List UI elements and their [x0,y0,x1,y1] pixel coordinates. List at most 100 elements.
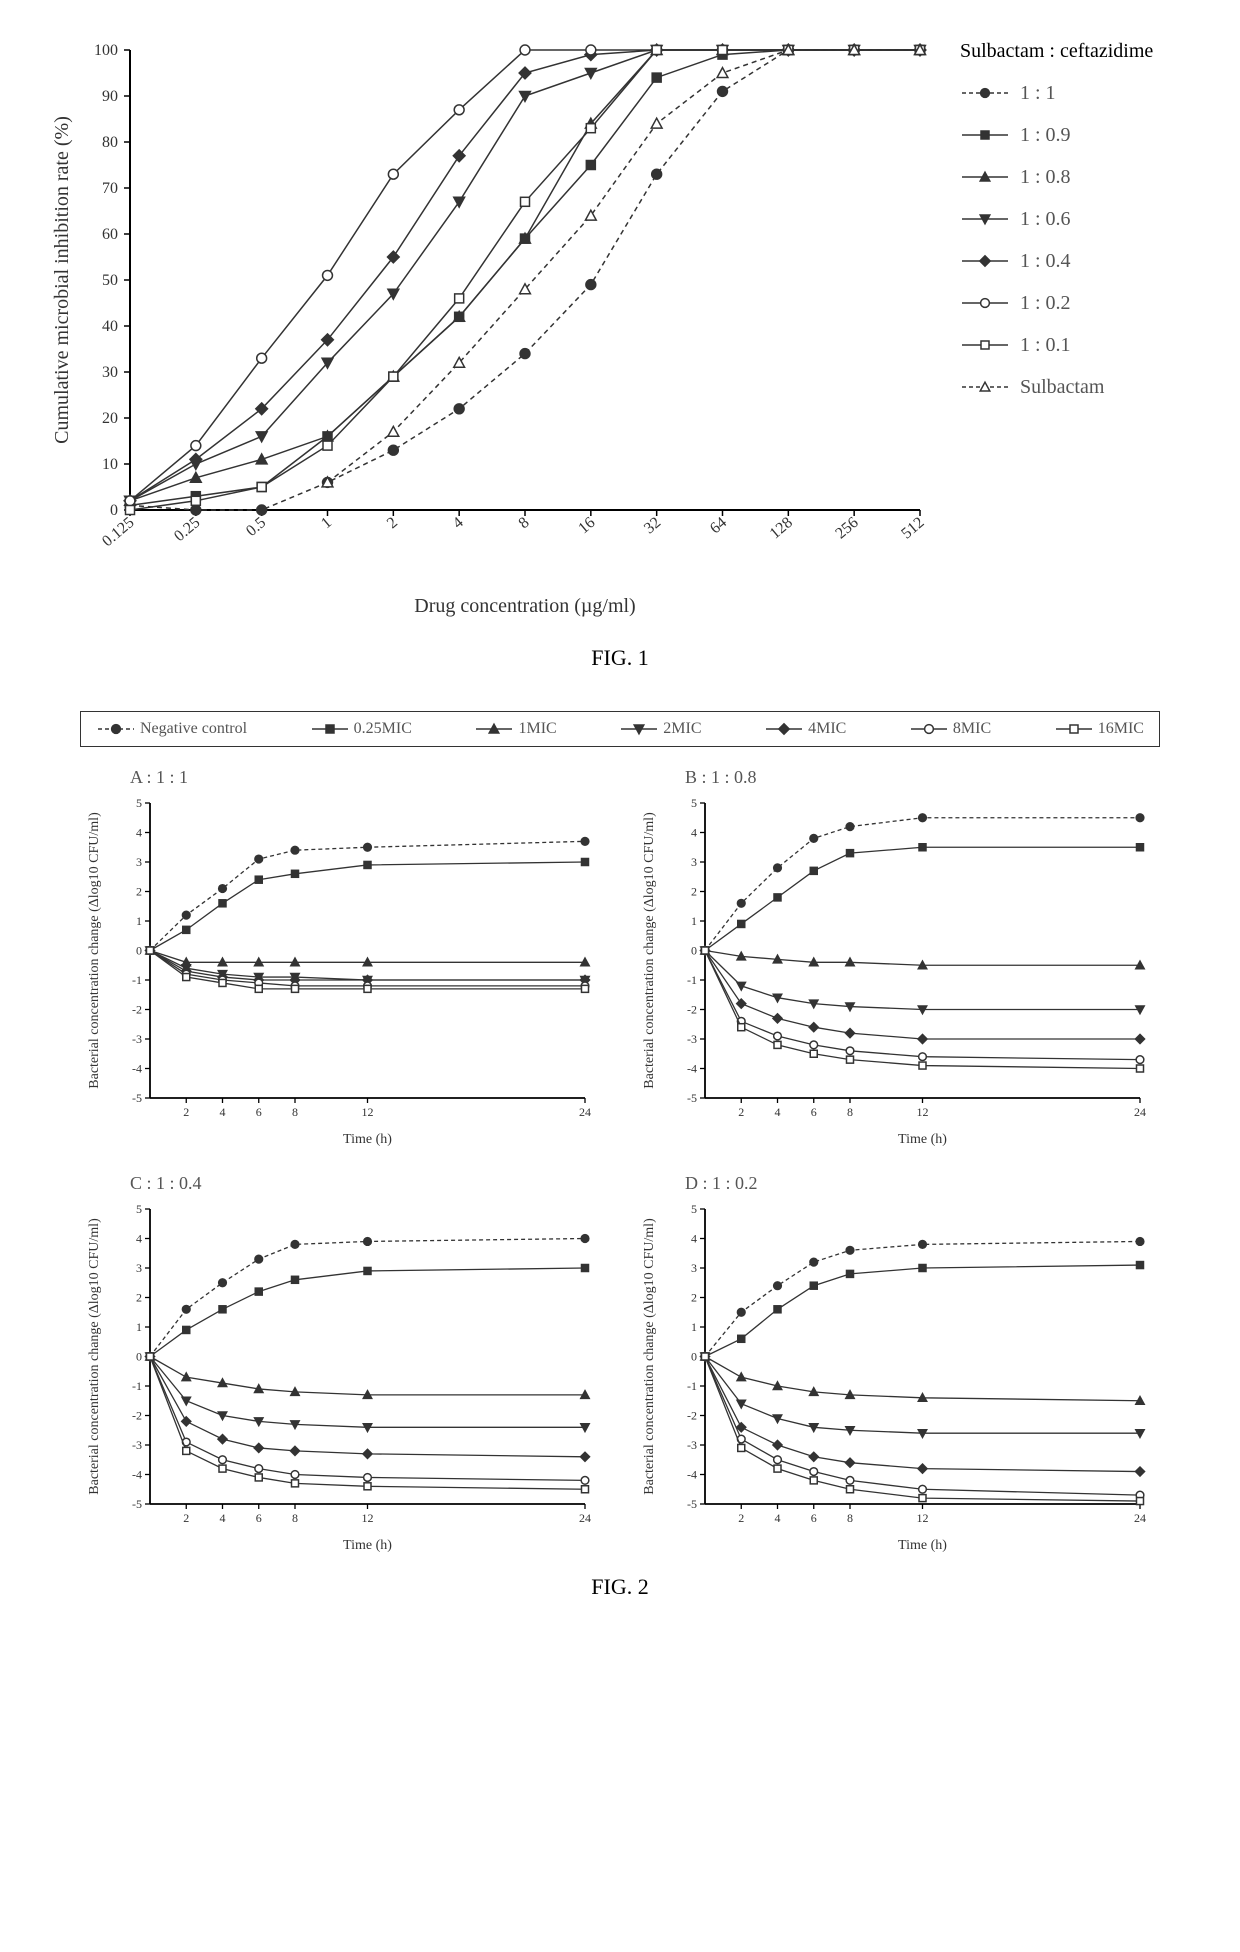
svg-text:Time (h): Time (h) [343,1132,392,1147]
svg-text:-4: -4 [132,1468,142,1482]
svg-text:8: 8 [292,1511,298,1525]
figure-1: 01020304050607080901000.1250.250.5124816… [40,30,1200,671]
svg-text:0: 0 [136,1350,142,1364]
svg-text:12: 12 [917,1511,929,1525]
svg-text:1: 1 [691,1320,697,1334]
svg-text:Cumulative microbial inhibitio: Cumulative microbial inhibition rate (%) [51,116,73,444]
svg-text:4: 4 [775,1105,781,1119]
svg-text:2: 2 [136,1291,142,1305]
svg-text:-2: -2 [687,1409,697,1423]
svg-text:1: 1 [136,1320,142,1334]
svg-text:256: 256 [832,514,861,542]
svg-text:30: 30 [102,364,118,381]
svg-text:Bacterial concentration change: Bacterial concentration change (Δlog10 C… [642,812,657,1089]
svg-text:2: 2 [691,885,697,899]
svg-text:4: 4 [136,1232,142,1246]
svg-text:40: 40 [102,318,118,335]
svg-text:Time (h): Time (h) [898,1132,947,1147]
svg-text:1: 1 [318,514,335,532]
fig2-legend-label: Negative control [140,720,247,738]
fig2-panel-chart: -5-4-3-2-101234524681224Bacterial concen… [80,793,600,1153]
fig1-legend-item: 1 : 0.8 [960,165,1153,189]
svg-text:6: 6 [811,1105,817,1119]
svg-text:2: 2 [183,1105,189,1119]
svg-text:1: 1 [136,914,142,928]
fig1-legend-item: 1 : 1 [960,81,1153,105]
svg-text:-4: -4 [687,1062,697,1076]
svg-text:2: 2 [384,514,401,532]
svg-text:-2: -2 [687,1003,697,1017]
fig2-legend-label: 0.25MIC [354,720,412,738]
svg-text:6: 6 [256,1105,262,1119]
svg-text:3: 3 [136,1261,142,1275]
svg-text:-1: -1 [132,973,142,987]
fig1-chart: 01020304050607080901000.1250.250.5124816… [40,30,940,630]
svg-text:-5: -5 [687,1497,697,1511]
fig1-legend: Sulbactam : ceftazidime 1 : 1 1 : 0.9 1 : … [940,30,1153,417]
fig2-legend-item: 1MIC [474,720,556,738]
fig1-legend-label: Sulbactam [1020,376,1104,399]
svg-text:512: 512 [898,514,927,542]
svg-text:0: 0 [136,944,142,958]
fig2-legend: Negative control0.25MIC1MIC2MIC4MIC8MIC1… [80,711,1160,747]
svg-text:Bacterial concentration change: Bacterial concentration change (Δlog10 C… [642,1218,657,1495]
svg-text:80: 80 [102,134,118,151]
svg-text:2: 2 [691,1291,697,1305]
svg-text:-5: -5 [132,1091,142,1105]
svg-text:-4: -4 [132,1062,142,1076]
svg-text:Bacterial concentration change: Bacterial concentration change (Δlog10 C… [87,1218,102,1495]
svg-text:3: 3 [691,855,697,869]
svg-text:16: 16 [575,514,598,537]
svg-text:8: 8 [847,1511,853,1525]
svg-text:24: 24 [579,1511,591,1525]
svg-text:12: 12 [917,1105,929,1119]
fig2-legend-item: 8MIC [909,720,991,738]
svg-text:70: 70 [102,180,118,197]
fig2-panel: C : 1 : 0.4-5-4-3-2-101234524681224Bacte… [80,1173,605,1559]
svg-text:2: 2 [183,1511,189,1525]
fig2-legend-item: 0.25MIC [310,720,412,738]
svg-text:5: 5 [136,1202,142,1216]
fig1-legend-item: 1 : 0.6 [960,207,1153,231]
svg-text:6: 6 [811,1511,817,1525]
svg-text:0: 0 [110,502,118,519]
svg-text:5: 5 [691,796,697,810]
svg-text:0: 0 [691,1350,697,1364]
fig1-legend-label: 1 : 0.8 [1020,166,1071,189]
svg-text:-3: -3 [132,1438,142,1452]
svg-text:-5: -5 [687,1091,697,1105]
svg-text:-4: -4 [687,1468,697,1482]
fig2-panel-title: B : 1 : 0.8 [685,767,1160,788]
svg-text:-3: -3 [132,1032,142,1046]
svg-text:12: 12 [362,1511,374,1525]
fig2-panel-chart: -5-4-3-2-101234524681224Bacterial concen… [80,1199,600,1559]
svg-text:8: 8 [847,1105,853,1119]
svg-text:0.25: 0.25 [171,514,203,545]
svg-text:64: 64 [707,514,730,537]
fig2-caption: FIG. 2 [40,1574,1200,1600]
fig2-legend-label: 2MIC [663,720,701,738]
svg-text:2: 2 [738,1511,744,1525]
fig2-panel-title: A : 1 : 1 [130,767,605,788]
svg-text:5: 5 [691,1202,697,1216]
svg-text:0.125: 0.125 [99,514,138,550]
fig1-legend-item: 1 : 0.2 [960,291,1153,315]
fig2-legend-item: Negative control [96,720,247,738]
svg-text:4: 4 [691,1232,697,1246]
svg-text:-3: -3 [687,1438,697,1452]
fig1-legend-title: Sulbactam : ceftazidime [960,40,1153,63]
svg-text:4: 4 [775,1511,781,1525]
fig1-legend-label: 1 : 0.6 [1020,208,1071,231]
fig2-legend-label: 8MIC [953,720,991,738]
fig1-legend-label: 1 : 0.2 [1020,292,1071,315]
svg-text:60: 60 [102,226,118,243]
svg-text:4: 4 [220,1105,226,1119]
svg-text:24: 24 [1134,1105,1146,1119]
fig1-legend-item: 1 : 0.4 [960,249,1153,273]
fig1-legend-label: 1 : 0.9 [1020,124,1071,147]
svg-text:-3: -3 [687,1032,697,1046]
fig2-legend-item: 2MIC [619,720,701,738]
svg-text:4: 4 [220,1511,226,1525]
svg-text:1: 1 [691,914,697,928]
fig2-panel-chart: -5-4-3-2-101234524681224Bacterial concen… [635,793,1155,1153]
